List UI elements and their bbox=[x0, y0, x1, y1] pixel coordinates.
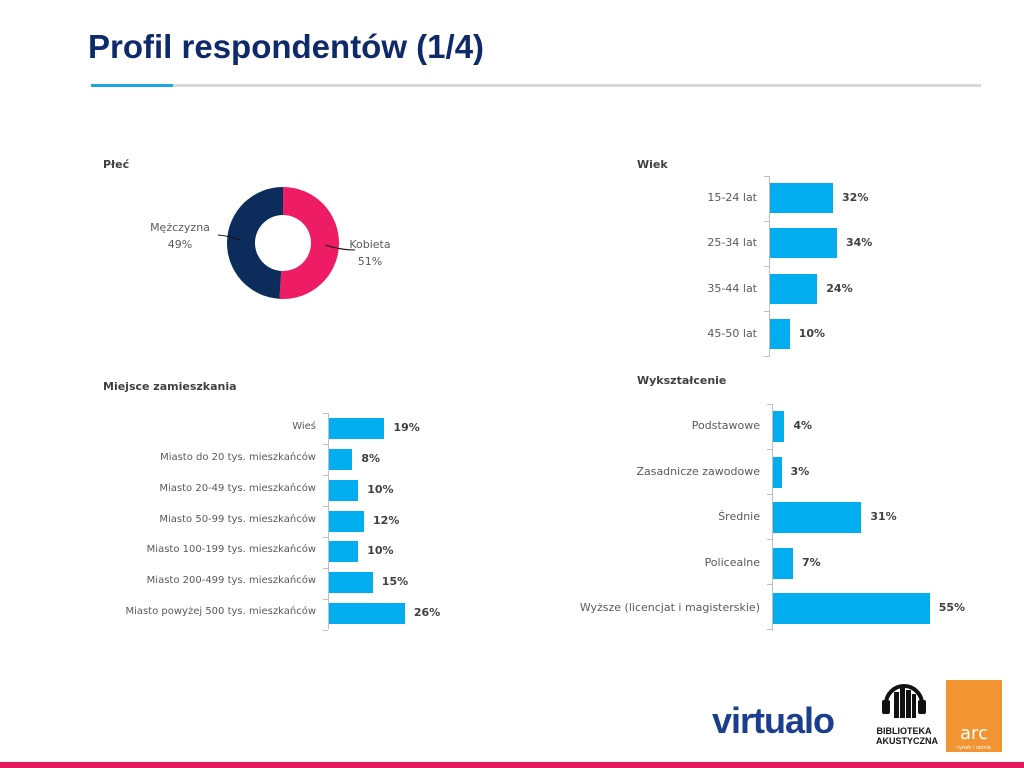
bar bbox=[773, 501, 862, 533]
pie-label-female-name: Kobieta bbox=[349, 238, 391, 251]
axis-tick bbox=[764, 355, 769, 357]
data-label: 19% bbox=[393, 421, 420, 434]
category-label: Miasto do 20 tys. mieszkańców bbox=[160, 452, 316, 463]
leader-line-male bbox=[217, 234, 241, 241]
bar bbox=[773, 456, 782, 488]
bottom-accent-bar bbox=[0, 762, 1024, 768]
headphones-books-icon bbox=[882, 684, 926, 718]
bar bbox=[770, 228, 837, 258]
biblioteka-akustyczna-logo: BIBLIOTEKA AKUSTYCZNA bbox=[876, 676, 938, 746]
axis-tick bbox=[323, 443, 328, 445]
pie-label-female-value: 51% bbox=[357, 255, 383, 268]
data-label: 12% bbox=[373, 514, 400, 527]
biblioteka-line2: AKUSTYCZNA bbox=[876, 736, 938, 746]
axis-tick bbox=[764, 310, 769, 312]
axis-1 bbox=[769, 175, 770, 357]
pie-label-female: Kobieta 51% bbox=[330, 236, 410, 270]
data-label: 7% bbox=[801, 556, 821, 569]
donut-slice-kobieta bbox=[279, 187, 339, 299]
category-label: Wyższe (licencjat i magisterskie) bbox=[579, 601, 760, 614]
axis-tick bbox=[323, 505, 328, 507]
axis-tick bbox=[767, 538, 772, 540]
data-label: 4% bbox=[793, 419, 813, 432]
category-label: Średnie bbox=[718, 510, 760, 523]
chart-title-gender: Płeć bbox=[103, 158, 130, 171]
category-label: Zasadnicze zawodowe bbox=[636, 465, 760, 478]
page-title: Profil respondentów (1/4) bbox=[88, 28, 485, 65]
data-label: 10% bbox=[367, 483, 394, 496]
axis-tick bbox=[767, 628, 772, 630]
axis-tick bbox=[767, 493, 772, 495]
bar bbox=[770, 183, 834, 213]
arc-subtext: rynek i opinie bbox=[957, 745, 991, 751]
category-label: 25-34 lat bbox=[707, 236, 757, 249]
category-label: 35-44 lat bbox=[707, 282, 757, 295]
chart-title-education: Wykształcenie bbox=[637, 374, 727, 387]
arc-logo: arc rynek i opinie bbox=[946, 680, 1002, 752]
bar bbox=[770, 274, 818, 304]
donut-slice-mężczyzna bbox=[226, 187, 283, 299]
title-divider-accent bbox=[91, 84, 173, 87]
virtualo-logo: virtualo bbox=[712, 700, 835, 741]
bar bbox=[773, 592, 930, 624]
axis-tick bbox=[323, 567, 328, 569]
category-label: Miasto powyżej 500 tys. mieszkańców bbox=[125, 606, 316, 617]
title-divider bbox=[91, 84, 981, 87]
axis-3 bbox=[772, 403, 773, 631]
biblioteka-line1: BIBLIOTEKA bbox=[876, 726, 932, 736]
axis-tick bbox=[767, 448, 772, 450]
category-label: Policealne bbox=[704, 556, 760, 569]
bar bbox=[329, 540, 359, 562]
axis-tick bbox=[323, 629, 328, 631]
leader-line-female bbox=[324, 244, 356, 251]
data-label: 24% bbox=[826, 282, 853, 295]
category-label: Wieś bbox=[292, 421, 316, 432]
data-label: 10% bbox=[798, 327, 826, 340]
data-label: 15% bbox=[381, 575, 409, 588]
axis-tick bbox=[323, 536, 328, 538]
axis-tick bbox=[323, 412, 328, 414]
bar bbox=[773, 410, 785, 442]
category-label: 15-24 lat bbox=[707, 191, 757, 204]
axis-tick bbox=[764, 175, 769, 177]
bar bbox=[770, 319, 790, 349]
data-label: 26% bbox=[413, 606, 441, 619]
bar bbox=[329, 417, 385, 439]
pie-label-male-name: Mężczyzna bbox=[150, 221, 210, 234]
axis-tick bbox=[767, 403, 772, 405]
bar bbox=[773, 547, 793, 579]
category-label: Miasto 20-49 tys. mieszkańców bbox=[159, 483, 316, 494]
data-label: 8% bbox=[361, 452, 381, 465]
arc-text: arc bbox=[960, 723, 988, 744]
axis-tick bbox=[767, 583, 772, 585]
bar bbox=[329, 479, 359, 501]
chart-title-age: Wiek bbox=[637, 158, 668, 171]
axis-tick bbox=[764, 220, 769, 222]
axis-tick bbox=[323, 474, 328, 476]
pie-label-male-value: 49% bbox=[167, 238, 193, 251]
category-label: 45-50 lat bbox=[707, 327, 757, 340]
category-label: Podstawowe bbox=[691, 419, 760, 432]
data-label: 10% bbox=[367, 544, 394, 557]
data-label: 32% bbox=[842, 191, 869, 204]
bar bbox=[329, 602, 405, 624]
category-label: Miasto 50-99 tys. mieszkańców bbox=[159, 514, 316, 525]
bar bbox=[329, 510, 365, 532]
axis-tick bbox=[764, 265, 769, 267]
chart-title-residence: Miejsce zamieszkania bbox=[103, 380, 237, 393]
data-label: 31% bbox=[870, 510, 897, 523]
axis-tick bbox=[323, 598, 328, 600]
bar bbox=[329, 448, 353, 470]
bar bbox=[329, 571, 373, 593]
category-label: Miasto 100-199 tys. mieszkańców bbox=[146, 544, 316, 555]
data-label: 55% bbox=[938, 601, 966, 614]
category-label: Miasto 200-499 tys. mieszkańców bbox=[146, 575, 316, 586]
data-label: 34% bbox=[845, 236, 873, 249]
axis-2 bbox=[328, 412, 329, 629]
pie-label-male: Mężczyzna 49% bbox=[140, 219, 220, 253]
data-label: 3% bbox=[790, 465, 810, 478]
